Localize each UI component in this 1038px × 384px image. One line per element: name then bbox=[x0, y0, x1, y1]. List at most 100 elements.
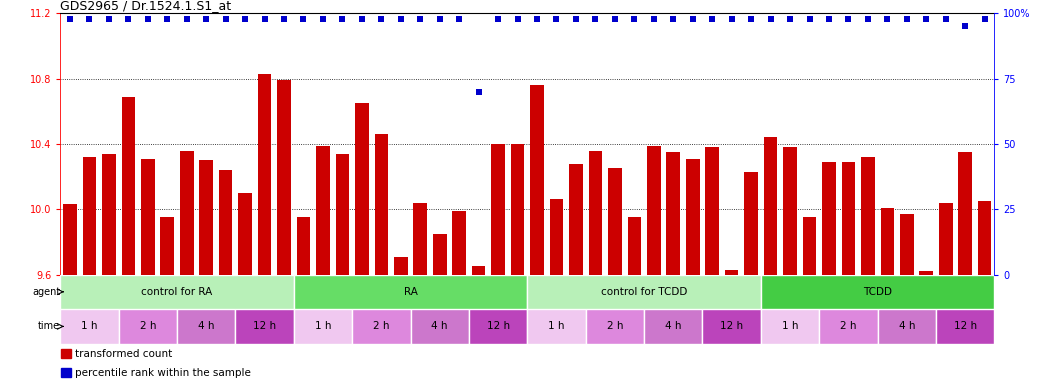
Text: 1 h: 1 h bbox=[548, 321, 565, 331]
Bar bbox=[725, 270, 738, 275]
Bar bbox=[413, 203, 427, 275]
Bar bbox=[880, 208, 894, 275]
Bar bbox=[469, 309, 527, 344]
Bar bbox=[161, 217, 174, 275]
Bar bbox=[102, 154, 115, 275]
Bar bbox=[511, 144, 524, 275]
Point bbox=[782, 16, 798, 22]
Text: percentile rank within the sample: percentile rank within the sample bbox=[75, 368, 251, 378]
Bar bbox=[335, 154, 349, 275]
Bar bbox=[842, 162, 855, 275]
Point bbox=[859, 16, 876, 22]
Text: 2 h: 2 h bbox=[606, 321, 623, 331]
Bar bbox=[453, 211, 466, 275]
Bar bbox=[527, 275, 761, 309]
Text: 2 h: 2 h bbox=[373, 321, 389, 331]
Bar bbox=[121, 97, 135, 275]
Bar bbox=[60, 275, 294, 309]
Bar bbox=[530, 85, 544, 275]
Point bbox=[510, 16, 526, 22]
Point bbox=[276, 16, 293, 22]
Text: 2 h: 2 h bbox=[840, 321, 856, 331]
Point bbox=[588, 16, 604, 22]
Bar bbox=[257, 74, 271, 275]
Point bbox=[723, 16, 740, 22]
Point bbox=[490, 16, 507, 22]
Text: 12 h: 12 h bbox=[954, 321, 977, 331]
Point bbox=[81, 16, 98, 22]
Bar bbox=[375, 134, 388, 275]
Bar bbox=[239, 193, 252, 275]
Text: control for RA: control for RA bbox=[141, 287, 213, 297]
Bar bbox=[569, 164, 582, 275]
Bar bbox=[219, 170, 233, 275]
Bar bbox=[585, 309, 644, 344]
Point bbox=[937, 16, 954, 22]
Bar bbox=[411, 309, 469, 344]
Bar bbox=[706, 147, 719, 275]
Point bbox=[665, 16, 682, 22]
Bar bbox=[802, 217, 816, 275]
Point bbox=[548, 16, 565, 22]
Bar bbox=[764, 137, 777, 275]
Bar bbox=[589, 151, 602, 275]
Text: time: time bbox=[38, 321, 60, 331]
Text: 4 h: 4 h bbox=[665, 321, 682, 331]
Bar bbox=[900, 214, 913, 275]
Point bbox=[606, 16, 623, 22]
Bar bbox=[761, 275, 994, 309]
Bar bbox=[703, 309, 761, 344]
Bar bbox=[141, 159, 155, 275]
Bar bbox=[550, 199, 564, 275]
Bar bbox=[644, 309, 703, 344]
Text: control for TCDD: control for TCDD bbox=[601, 287, 687, 297]
Point bbox=[198, 16, 215, 22]
Point bbox=[568, 16, 584, 22]
Bar bbox=[394, 257, 408, 275]
Point bbox=[626, 16, 643, 22]
Bar bbox=[176, 309, 236, 344]
Bar bbox=[822, 162, 836, 275]
Point bbox=[61, 16, 78, 22]
Bar bbox=[978, 201, 991, 275]
Text: 4 h: 4 h bbox=[198, 321, 215, 331]
Bar bbox=[920, 271, 933, 275]
Bar bbox=[60, 309, 118, 344]
Bar bbox=[352, 309, 410, 344]
Point bbox=[237, 16, 253, 22]
Point bbox=[743, 16, 760, 22]
Point bbox=[801, 16, 818, 22]
Bar bbox=[180, 151, 193, 275]
Text: 1 h: 1 h bbox=[315, 321, 331, 331]
Bar bbox=[936, 309, 994, 344]
Bar bbox=[877, 309, 936, 344]
Point bbox=[879, 16, 896, 22]
Bar bbox=[862, 157, 875, 275]
Bar bbox=[317, 146, 330, 275]
Point bbox=[684, 16, 701, 22]
Bar bbox=[527, 309, 585, 344]
Bar bbox=[61, 349, 72, 358]
Point bbox=[120, 16, 137, 22]
Bar bbox=[355, 103, 368, 275]
Point bbox=[528, 16, 545, 22]
Text: agent: agent bbox=[32, 287, 60, 297]
Bar bbox=[784, 147, 797, 275]
Text: TCDD: TCDD bbox=[864, 287, 892, 297]
Bar bbox=[472, 266, 486, 275]
Bar bbox=[666, 152, 680, 275]
Point bbox=[256, 16, 273, 22]
Point bbox=[899, 16, 916, 22]
Point bbox=[646, 16, 662, 22]
Bar bbox=[686, 159, 700, 275]
Bar bbox=[761, 309, 819, 344]
Point bbox=[412, 16, 429, 22]
Bar bbox=[294, 309, 352, 344]
Point bbox=[470, 89, 487, 95]
Bar bbox=[297, 217, 310, 275]
Text: 4 h: 4 h bbox=[899, 321, 916, 331]
Point bbox=[354, 16, 371, 22]
Bar bbox=[83, 157, 97, 275]
Point bbox=[217, 16, 234, 22]
Point bbox=[334, 16, 351, 22]
